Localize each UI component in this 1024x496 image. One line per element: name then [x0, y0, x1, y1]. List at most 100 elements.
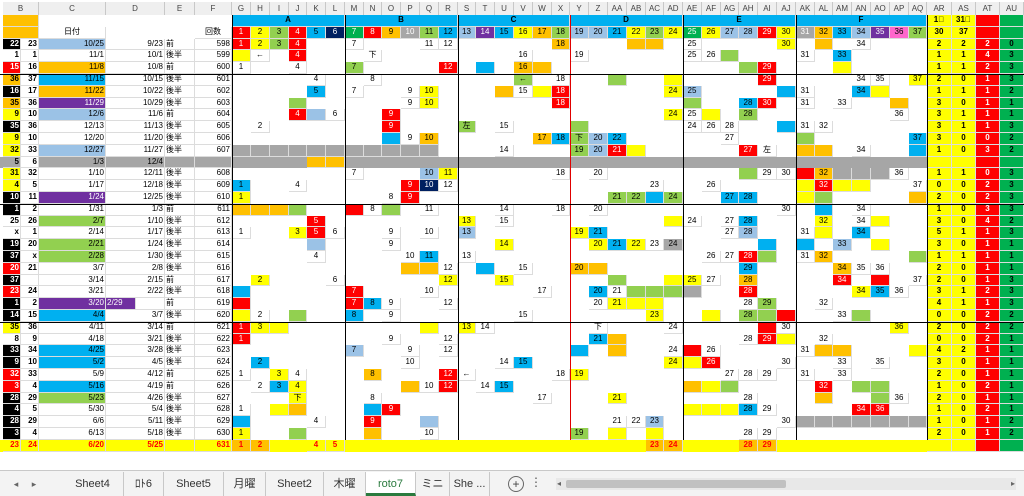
- cell-b2[interactable]: 5: [21, 404, 39, 417]
- cell-ae[interactable]: 25: [683, 50, 702, 63]
- num-header-al[interactable]: 32: [815, 26, 833, 39]
- column-header-g[interactable]: G: [232, 2, 251, 15]
- cell-g[interactable]: 1: [232, 321, 251, 334]
- column-header-af[interactable]: AF: [702, 2, 721, 15]
- cell-ae[interactable]: [683, 380, 702, 393]
- cell-ao[interactable]: 36: [871, 404, 890, 417]
- cell-k[interactable]: 4: [307, 416, 326, 428]
- cell-b2[interactable]: 6: [21, 156, 39, 169]
- cell-af[interactable]: 27: [702, 274, 721, 287]
- cell-au[interactable]: 2: [1000, 133, 1024, 145]
- cell-ae[interactable]: 25: [683, 85, 702, 98]
- column-header-ac[interactable]: AC: [646, 2, 664, 15]
- cell-ag[interactable]: 27: [721, 215, 739, 228]
- cell-ar[interactable]: 3: [927, 121, 952, 133]
- cell-as[interactable]: 0: [952, 74, 976, 86]
- cell-as[interactable]: 0: [952, 203, 976, 216]
- cell-ae[interactable]: 25: [683, 38, 702, 51]
- cell-f[interactable]: 607: [195, 144, 232, 157]
- column-header-h[interactable]: H: [251, 2, 270, 15]
- cell-h[interactable]: [251, 144, 270, 157]
- cell-n[interactable]: 8: [364, 298, 382, 310]
- cell-ad[interactable]: 24: [664, 192, 683, 204]
- cell-b[interactable]: 33: [3, 345, 21, 358]
- cell-af[interactable]: 26: [702, 345, 721, 358]
- num-header-b[interactable]: [3, 26, 39, 39]
- num-header-af[interactable]: 26: [702, 26, 721, 39]
- cell-ah[interactable]: 28: [739, 404, 758, 417]
- cell-p[interactable]: 10: [401, 251, 420, 263]
- cell-as[interactable]: 0: [952, 392, 976, 405]
- cell-e[interactable]: 前: [165, 109, 195, 122]
- cell-s[interactable]: 13: [458, 215, 476, 228]
- cell-ak[interactable]: [796, 168, 815, 181]
- num-header-j[interactable]: 4: [289, 26, 307, 39]
- cell-am[interactable]: 33: [833, 369, 852, 381]
- cell-b[interactable]: 10: [3, 192, 21, 204]
- cell-aa[interactable]: [608, 428, 627, 440]
- cell-f[interactable]: 620: [195, 310, 232, 322]
- cell-k[interactable]: 4: [307, 439, 326, 452]
- cell-s[interactable]: 13: [458, 251, 476, 263]
- cell-q[interactable]: 10: [420, 85, 439, 98]
- cell-i[interactable]: 3: [270, 380, 289, 393]
- cell-au[interactable]: 2: [1000, 215, 1024, 228]
- cell-au[interactable]: 2: [1000, 85, 1024, 98]
- cell-at[interactable]: 1: [976, 97, 1000, 110]
- cell-as[interactable]: 0: [952, 357, 976, 369]
- cell-q[interactable]: 10: [420, 180, 439, 192]
- cell-v[interactable]: 15: [514, 310, 533, 322]
- cell-x[interactable]: 18: [552, 85, 570, 98]
- cell-ab[interactable]: 22: [627, 239, 646, 251]
- cell-at[interactable]: 2: [976, 192, 1000, 204]
- cell-b[interactable]: 1: [3, 298, 21, 310]
- cell-z[interactable]: 20: [589, 133, 608, 145]
- cell-at[interactable]: 1: [976, 392, 1000, 405]
- cell-d[interactable]: 5/25: [106, 439, 165, 452]
- cell-e[interactable]: 前: [165, 38, 195, 51]
- cell-h[interactable]: 2: [251, 274, 270, 287]
- cell-m[interactable]: 7: [345, 286, 364, 299]
- cell-g[interactable]: 1: [232, 404, 251, 417]
- cell-ar[interactable]: 4: [927, 345, 952, 358]
- cell-d[interactable]: 10/22: [106, 85, 165, 98]
- cell-b2[interactable]: x: [21, 251, 39, 263]
- cell-w[interactable]: 17: [533, 392, 552, 405]
- cell-ad[interactable]: [664, 274, 683, 287]
- cell-j[interactable]: [289, 144, 307, 157]
- cell-g[interactable]: 1: [232, 192, 251, 204]
- cell-b[interactable]: 4: [3, 404, 21, 417]
- column-header-q[interactable]: Q: [420, 2, 439, 15]
- cell-p[interactable]: 9: [401, 192, 420, 204]
- cell-d[interactable]: 10/15: [106, 74, 165, 86]
- cell-f[interactable]: 627: [195, 392, 232, 405]
- cell-au[interactable]: 1: [1000, 109, 1024, 122]
- cell-g[interactable]: 1: [232, 369, 251, 381]
- cell-ap[interactable]: 36: [890, 321, 909, 334]
- cell-at[interactable]: 2: [976, 38, 1000, 51]
- cell-f[interactable]: 613: [195, 227, 232, 240]
- cell-am[interactable]: 33: [833, 50, 852, 63]
- cell-am[interactable]: [833, 345, 852, 358]
- cell-ag[interactable]: 27: [721, 251, 739, 263]
- cell-x[interactable]: 18: [552, 74, 570, 86]
- tab-sheet2[interactable]: Sheet2: [266, 472, 324, 496]
- cell-d[interactable]: 5/18: [106, 428, 165, 440]
- cell-ah[interactable]: 28: [739, 97, 758, 110]
- num-header-f[interactable]: 回数: [195, 26, 232, 39]
- cell-f[interactable]: 617: [195, 274, 232, 287]
- cell-ad[interactable]: 24: [664, 439, 683, 452]
- cell-al[interactable]: 32: [815, 298, 833, 310]
- cell-ar[interactable]: 2: [927, 428, 952, 440]
- cell-b2[interactable]: 1: [21, 227, 39, 240]
- cell-an[interactable]: 34: [852, 38, 871, 51]
- cell-m[interactable]: [345, 144, 364, 157]
- cell-as[interactable]: 0: [952, 321, 976, 334]
- cell-h[interactable]: 2: [251, 357, 270, 369]
- cell-b[interactable]: 4: [3, 180, 21, 192]
- cell-at[interactable]: 1: [976, 227, 1000, 240]
- cell-as[interactable]: 0: [952, 428, 976, 440]
- cell-b[interactable]: 3: [3, 428, 21, 440]
- cell-j[interactable]: [289, 428, 307, 440]
- cell-an[interactable]: 34: [852, 144, 871, 157]
